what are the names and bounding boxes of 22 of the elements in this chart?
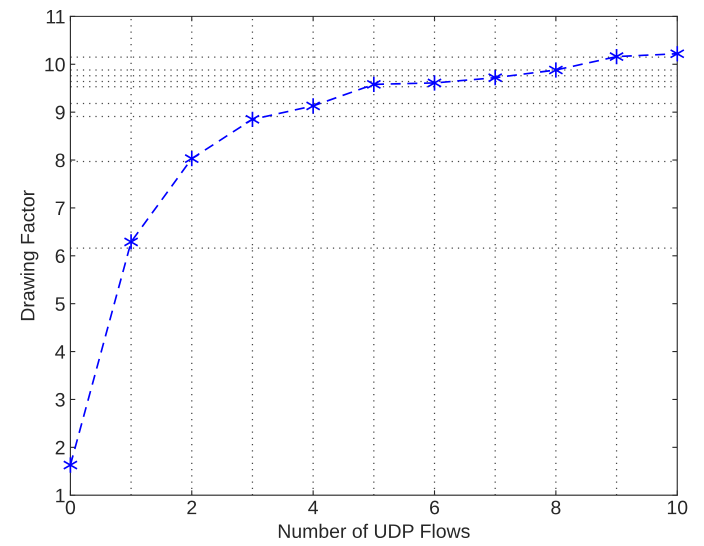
y-tick-label: 7 <box>56 202 65 215</box>
point <box>609 48 624 66</box>
y-tick-label: 6 <box>56 249 65 264</box>
y-tick-label: 10 <box>45 58 65 72</box>
point <box>427 74 442 92</box>
x-tick-label: 8 <box>551 500 560 514</box>
x-axis-title: Number of UDP Flows <box>278 524 470 538</box>
y-tick-label: 4 <box>55 345 65 359</box>
y-tick-label: 11 <box>46 10 65 24</box>
x-tick-label: 10 <box>668 500 688 514</box>
point <box>245 110 260 128</box>
x-tick-label: 4 <box>308 500 318 514</box>
y-tick-label: 8 <box>56 154 65 168</box>
x-tick-label: 2 <box>187 500 196 514</box>
y-axis-title: Drawing Factor <box>20 190 38 320</box>
y-tick-label: 5 <box>56 297 65 311</box>
y-tick-label: 1 <box>56 488 65 502</box>
y-tick-label: 3 <box>55 392 65 407</box>
x-tick-label: 0 <box>66 500 76 514</box>
y-tick-label: 2 <box>56 440 65 454</box>
x-tick-label: 6 <box>430 500 440 514</box>
y-tick-label: 9 <box>56 106 65 120</box>
